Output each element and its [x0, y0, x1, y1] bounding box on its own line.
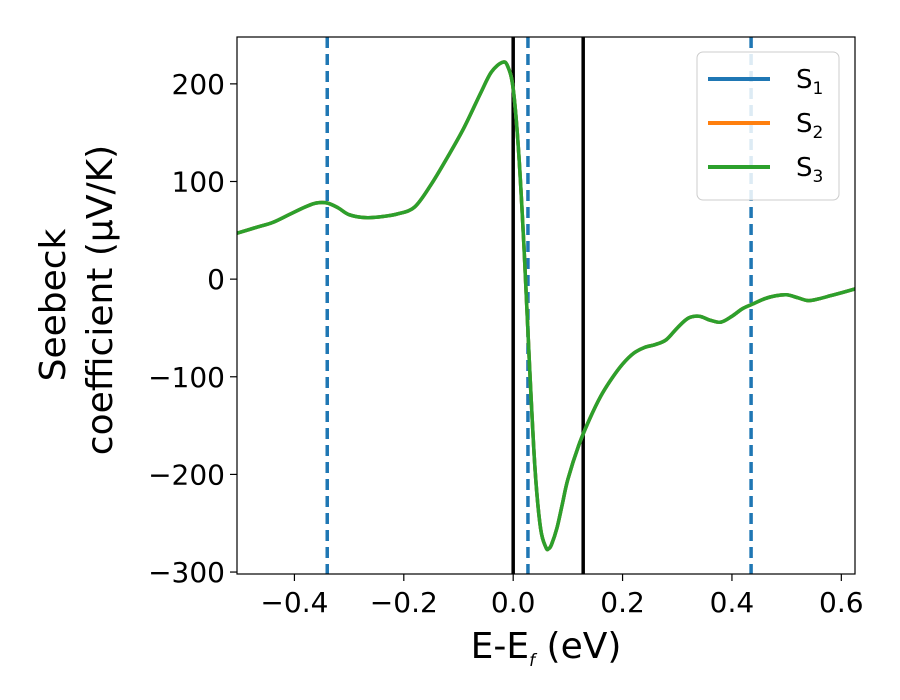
legend-label-s1: S1 — [796, 65, 823, 99]
x-tick-label: 0.6 — [819, 586, 864, 619]
legend-label-s2: S2 — [796, 109, 823, 143]
y-tick-label: 100 — [172, 166, 225, 199]
y-tick-label: −100 — [148, 361, 225, 394]
series-line-s3 — [237, 60, 855, 552]
y-tick-label: −300 — [148, 556, 225, 589]
y-tick-label: −200 — [148, 458, 225, 491]
plot-frame — [236, 36, 856, 575]
legend-frame — [696, 51, 840, 201]
y-tick-label: 200 — [172, 68, 225, 101]
plot-area — [236, 36, 856, 575]
x-tick-label: −0.4 — [260, 586, 328, 619]
legend-label-s3: S3 — [796, 153, 823, 187]
y-axis: 200 100 0 −100 −200 −300 — [148, 68, 237, 589]
x-tick-label: −0.2 — [370, 586, 438, 619]
y-tick-label: 0 — [207, 263, 225, 296]
x-tick-label: 0.0 — [491, 586, 536, 619]
x-tick-label: 0.2 — [600, 586, 645, 619]
x-axis-label: E-Ef (eV) — [471, 626, 622, 671]
x-tick-label: 0.4 — [710, 586, 755, 619]
legend: S1 S2 S3 — [696, 51, 840, 201]
y-axis-label-line1: Seebeck — [33, 228, 74, 381]
x-axis: −0.4 −0.2 0.0 0.2 0.4 0.6 — [260, 574, 864, 619]
y-axis-label-line2: coefficient (μV/K) — [80, 145, 121, 455]
